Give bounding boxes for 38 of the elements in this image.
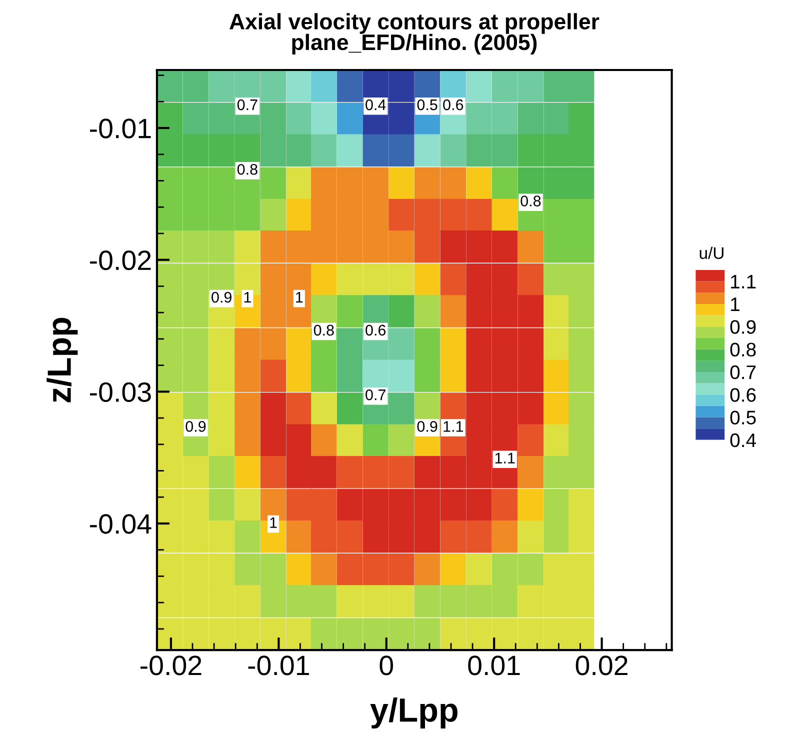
color-bar-label: 0.6 <box>730 388 756 402</box>
annotation: 0.9 <box>417 421 438 432</box>
annotation: 0.8 <box>520 196 541 206</box>
color-bar-title: u/U <box>700 246 724 260</box>
y-axis-title: z/Lpp <box>46 318 78 402</box>
color-bar-label: 1.1 <box>731 274 756 288</box>
annotation: 0.8 <box>237 164 258 175</box>
y-tick-label: -0.02 <box>90 250 151 270</box>
chart-title: Axial velocity contours at propeller plane_EFD/Hino. (2005) <box>230 13 600 55</box>
annotation: 0.4 <box>366 99 386 110</box>
y-tick-label: -0.04 <box>90 514 152 534</box>
x-tick-label: -0.02 <box>140 656 202 676</box>
x-tick-label: 0.01 <box>468 656 520 676</box>
color-bar-label: 0.8 <box>730 342 756 357</box>
x-tick-label: 0 <box>380 656 394 676</box>
y-tick-label: -0.03 <box>90 382 151 402</box>
color-bar-label: 1 <box>731 298 740 312</box>
annotation: 0.8 <box>314 324 334 336</box>
color-bar-label: 0.4 <box>730 433 756 448</box>
x-tick-label: -0.01 <box>248 656 309 676</box>
color-bar-label: 0.9 <box>730 320 756 334</box>
color-bar-label: 0.5 <box>730 410 756 424</box>
annotation: 1 <box>270 517 277 528</box>
annotation: 0.5 <box>417 99 438 110</box>
annotation: 0.6 <box>366 324 386 336</box>
annotation: 0.6 <box>443 99 464 110</box>
y-tick-label: -0.01 <box>90 118 151 138</box>
annotation: 0.9 <box>186 421 206 432</box>
x-tick-label: 0.02 <box>576 656 628 676</box>
x-axis-title: y/Lpp <box>370 697 458 729</box>
annotation: 0.9 <box>212 292 232 303</box>
color-bar-label: 0.7 <box>730 365 756 380</box>
annotation: 1 <box>244 292 251 303</box>
annotation: 1.1 <box>444 421 464 432</box>
annotation: 0.7 <box>237 99 258 110</box>
annotation: 1.1 <box>495 452 515 464</box>
annotation: 1 <box>296 292 303 303</box>
annotation: 0.7 <box>366 389 386 400</box>
